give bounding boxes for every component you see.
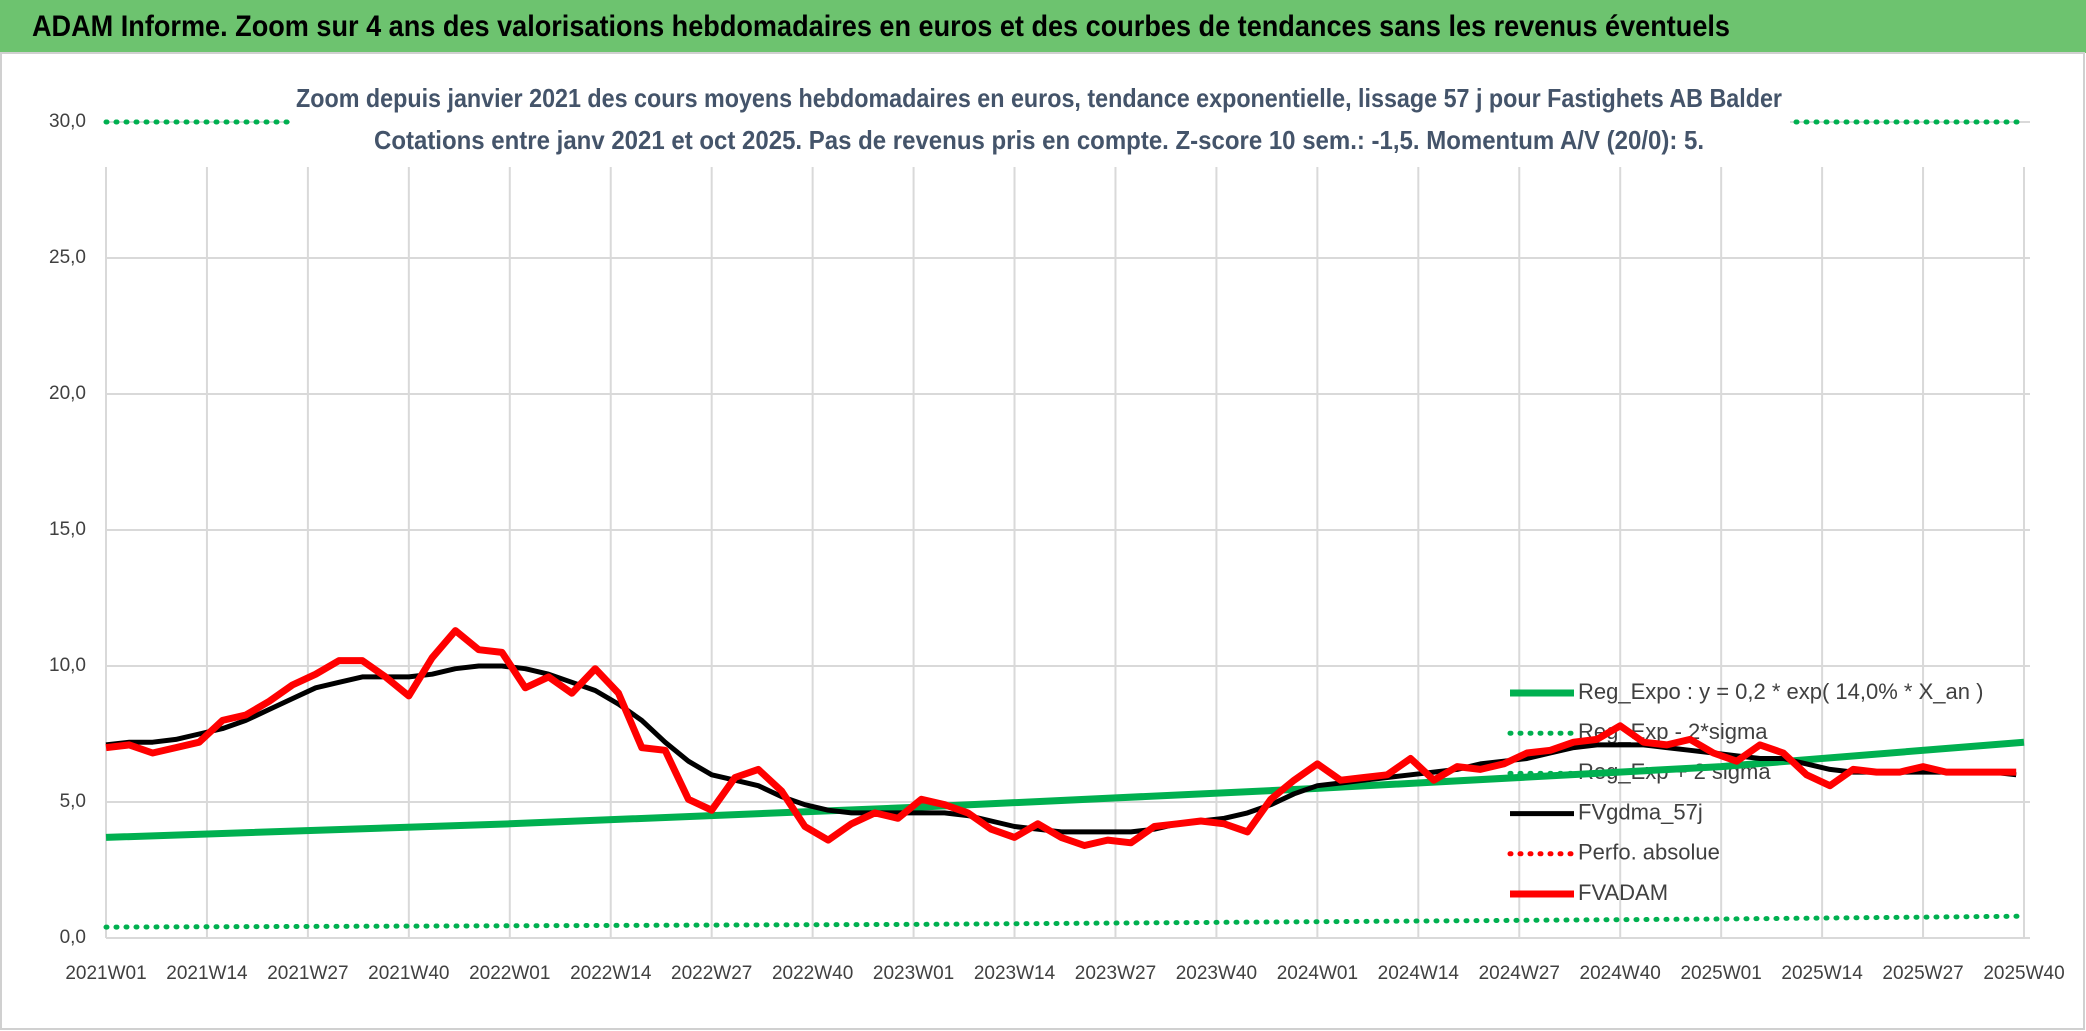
y-tick-label: 0,0	[60, 927, 86, 948]
x-tick-label: 2024W01	[1277, 963, 1358, 984]
legend-label: FVgdma_57j	[1578, 799, 1703, 824]
x-tick-label: 2022W27	[671, 963, 752, 984]
x-tick-label: 2022W14	[570, 963, 652, 984]
x-tick-label: 2025W40	[1983, 963, 2064, 984]
series-line	[105, 738, 2025, 841]
x-tick-label: 2023W40	[1176, 963, 1257, 984]
chart-subtitle: Zoom depuis janvier 2021 des cours moyen…	[296, 83, 1782, 113]
y-tick-label: 15,0	[49, 519, 86, 540]
y-tick-label: 5,0	[60, 791, 86, 812]
x-tick-label: 2022W40	[772, 963, 853, 984]
x-tick-label: 2023W14	[974, 963, 1056, 984]
x-tick-label: 2025W14	[1781, 963, 1863, 984]
chart-frame	[0, 52, 2085, 1030]
x-tick-label: 2023W01	[873, 963, 954, 984]
x-tick-label: 2022W01	[469, 963, 550, 984]
x-tick-label: 2024W27	[1479, 963, 1560, 984]
y-tick-label: 20,0	[49, 383, 86, 404]
legend-label: Reg_Expo : y = 0,2 * exp( 14,0% * X_an )	[1578, 679, 1983, 704]
x-tick-label: 2025W27	[1882, 963, 1963, 984]
legend-label: FVADAM	[1578, 880, 1668, 905]
x-tick-label: 2025W01	[1680, 963, 1761, 984]
x-tick-label: 2021W14	[166, 963, 248, 984]
legend-label: Perfo. absolue	[1578, 840, 1720, 865]
x-tick-label: 2021W27	[267, 963, 348, 984]
y-tick-label: 25,0	[49, 247, 86, 268]
series-line	[103, 913, 2027, 930]
x-tick-label: 2021W01	[65, 963, 146, 984]
header-bar	[0, 0, 2086, 53]
series-line	[105, 627, 2017, 849]
x-tick-label: 2021W40	[368, 963, 449, 984]
chart-title: ADAM Informe. Zoom sur 4 ans des valoris…	[32, 10, 1730, 43]
x-tick-label: 2024W40	[1580, 963, 1661, 984]
x-tick-label: 2024W14	[1378, 963, 1460, 984]
x-tick-label: 2023W27	[1075, 963, 1156, 984]
chart-subtitle: Cotations entre janv 2021 et oct 2025. P…	[374, 125, 1704, 155]
y-tick-label: 10,0	[49, 655, 86, 676]
subtitle-box	[290, 78, 1790, 164]
y-tick-label: 30,0	[49, 111, 86, 132]
